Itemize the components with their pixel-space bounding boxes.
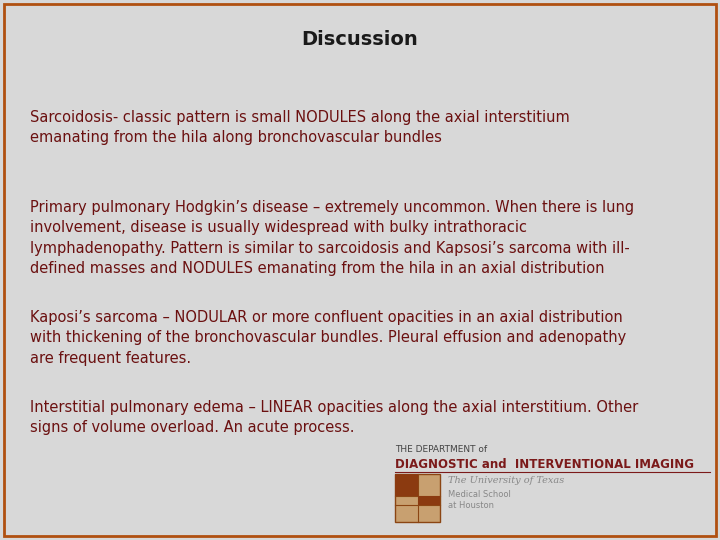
Text: The University of Texas: The University of Texas	[448, 476, 564, 485]
FancyBboxPatch shape	[395, 474, 440, 522]
Text: Discussion: Discussion	[302, 30, 418, 49]
Text: Primary pulmonary Hodgkin’s disease – extremely uncommon. When there is lung
inv: Primary pulmonary Hodgkin’s disease – ex…	[30, 200, 634, 276]
FancyBboxPatch shape	[418, 496, 440, 505]
Text: Kaposi’s sarcoma – NODULAR or more confluent opacities in an axial distribution
: Kaposi’s sarcoma – NODULAR or more confl…	[30, 310, 626, 366]
Text: Medical School: Medical School	[448, 490, 511, 499]
FancyBboxPatch shape	[4, 4, 716, 536]
Text: Interstitial pulmonary edema – LINEAR opacities along the axial interstitium. Ot: Interstitial pulmonary edema – LINEAR op…	[30, 400, 638, 435]
Text: Sarcoidosis- classic pattern is small NODULES along the axial interstitium
emana: Sarcoidosis- classic pattern is small NO…	[30, 110, 570, 145]
Text: at Houston: at Houston	[448, 501, 494, 510]
Text: DIAGNOSTIC and  INTERVENTIONAL IMAGING: DIAGNOSTIC and INTERVENTIONAL IMAGING	[395, 458, 694, 471]
Text: THE DEPARTMENT of: THE DEPARTMENT of	[395, 445, 487, 454]
FancyBboxPatch shape	[395, 474, 418, 496]
